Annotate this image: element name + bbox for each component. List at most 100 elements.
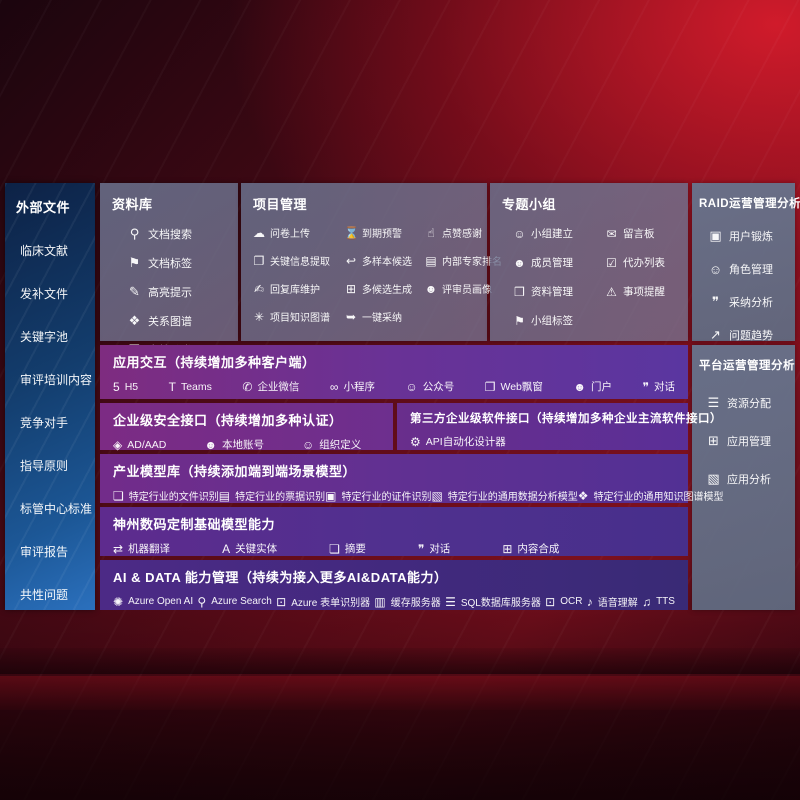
- item-label: 小组建立: [531, 228, 573, 240]
- panel-item: ∞ 小程序: [330, 379, 375, 394]
- user-card-icon: ▣: [709, 228, 722, 243]
- item-label: 关键实体: [235, 543, 278, 555]
- message-board-icon: ✉: [606, 226, 617, 241]
- multi-sample-icon: ↩: [345, 253, 357, 268]
- item-label: 多候选生成: [362, 285, 412, 296]
- panel-item: ❞ 对话: [418, 541, 450, 556]
- raid-analysis-title: RAID运营管理分析: [699, 198, 800, 210]
- item-label: 对话: [653, 381, 675, 393]
- role-manage-icon: ☺: [708, 261, 723, 277]
- panel-item: ↩ 多样本候选: [344, 253, 424, 269]
- sidebar-item-review-reports: 审评报告: [20, 545, 69, 559]
- knowledge-graph-icon: ✳: [253, 309, 265, 324]
- tag-icon: ⚑: [128, 255, 141, 270]
- item-label: 资料管理: [531, 286, 573, 298]
- ad-aad-icon: ◈: [113, 437, 123, 452]
- item-label: 评审员画像: [442, 285, 492, 296]
- group-tag-icon: ⚑: [514, 313, 525, 328]
- panel-item: ☻ 门户: [573, 379, 612, 394]
- panel-item: 5 H5: [113, 380, 138, 394]
- item-label: 特定行业的通用知识图谱模型: [593, 492, 724, 503]
- panel-item: ♪ 语音理解: [587, 594, 638, 610]
- item-label: Azure Open AI: [128, 596, 194, 607]
- item-label: 特定行业的票据识别: [235, 492, 326, 503]
- industry-model-row: 产业模型库（持续添加端到端场景模型） ❏ 特定行业的文件识别 ▤ 特定行业的票据识别…: [100, 454, 724, 504]
- item-label: API自动化设计器: [425, 436, 506, 448]
- item-label: 企业微信: [257, 381, 300, 393]
- search-icon: ⚲: [129, 226, 140, 241]
- panel-item: ☝ 点赞感谢: [424, 225, 502, 241]
- panel-item: ▤ 特定行业的票据识别: [219, 488, 326, 504]
- raid-analysis-panel: RAID运营管理分析 ▣ 用户锻炼 ☺ 角色管理 ❞ 采纳分析 ↗ 问题趋势: [692, 183, 800, 343]
- panel-item: ▧ 应用分析: [705, 471, 795, 487]
- tts-icon: ♫: [642, 594, 652, 609]
- panel-item: ☁ 问卷上传: [252, 225, 344, 241]
- highlight-pen-icon: ✎: [129, 284, 140, 299]
- idcard-recognize-icon: ▣: [325, 488, 337, 503]
- panel-item: ⌛ 到期预警: [344, 225, 424, 241]
- item-label: 角色管理: [729, 264, 773, 276]
- panel-item: ⊡ Azure 表单识别器: [276, 594, 370, 610]
- panel-item: ☑ 代办列表: [604, 255, 688, 270]
- base-model-title: 神州数码定制基础模型能力: [113, 517, 276, 532]
- base-model-row: 神州数码定制基础模型能力 ⇄ 机器翻译 A 关键实体 ❏ 摘要 ❞ 对话 ⊞ 内容合成: [100, 507, 688, 556]
- panel-item: ☺ 小组建立: [512, 226, 604, 241]
- item-label: TTS: [656, 596, 675, 607]
- panel-item: ☻ 本地账号: [204, 437, 264, 452]
- chat-icon: ❞: [417, 541, 425, 556]
- panel-item: ⚠ 事项提醒: [604, 284, 688, 299]
- trend-chart-icon: ↗: [710, 327, 721, 342]
- sidebar-item-competitors: 竞争对手: [20, 416, 69, 430]
- panel-item: ▣ 用户锻炼: [707, 228, 795, 244]
- one-click-adopt-icon: ➥: [345, 309, 357, 324]
- azure-search-icon: ⚲: [197, 594, 207, 609]
- panel-item: ◈ AD/AAD: [113, 438, 166, 452]
- qa-analysis-icon: ❞: [712, 294, 719, 309]
- teams-icon: T: [168, 379, 176, 394]
- panel-item: ⚲ Azure Search: [197, 595, 271, 609]
- item-label: 到期预警: [362, 229, 402, 240]
- sidebar-item-common-issues: 共性问题: [20, 588, 69, 602]
- panel-item: ❐ Web飘窗: [485, 379, 543, 394]
- sidebar-item-review-training: 审评培训内容: [20, 373, 93, 387]
- panel-item: ↗ 问题趋势: [707, 327, 795, 343]
- file-recognize-icon: ❏: [113, 488, 124, 503]
- external-files-panel: 外部文件 临床文献 发补文件 关键字池 审评培训内容 竞争对手 指导原则 标管中…: [5, 183, 95, 610]
- cache-server-icon: ▥: [374, 594, 386, 609]
- item-label: 多样本候选: [362, 257, 412, 268]
- external-files-title: 外部文件: [16, 200, 71, 215]
- summary-icon: ❏: [329, 541, 340, 556]
- panel-item: ❏ 摘要: [329, 541, 366, 556]
- item-label: 事项提醒: [623, 286, 665, 298]
- item-label: 问题趋势: [729, 330, 773, 342]
- item-label: AD/AAD: [127, 438, 167, 451]
- item-label: 应用管理: [727, 436, 771, 448]
- item-label: 关键信息提取: [270, 257, 330, 268]
- platform-analysis-title: 平台运营管理分析: [699, 360, 795, 372]
- translate-icon: ⇄: [113, 541, 124, 556]
- panel-item: ⊡ OCR: [545, 595, 582, 609]
- thirdparty-interface-row: 第三方企业级软件接口（持续增加多种企业主流软件接口） ⚙ API自动化设计器: [397, 403, 722, 450]
- panel-item: ✳ 项目知识图谱: [252, 309, 344, 325]
- dialog-icon: ❞: [642, 379, 649, 394]
- enterprise-security-row: 企业级安全接口（持续增加多种认证） ◈ AD/AAD ☻ 本地账号 ☺ 组织定义: [100, 403, 393, 452]
- item-label: SQL数据库服务器: [460, 598, 541, 609]
- portal-icon: ☻: [573, 379, 587, 394]
- sidebar-item-keyword-pool: 关键字池: [20, 330, 69, 344]
- item-label: 应用分析: [727, 474, 771, 486]
- panel-item: ➥ 一键采纳: [344, 309, 424, 325]
- app-interaction-row: 应用交互（持续增加多种客户端） 5 H5 T Teams ✆ 企业微信 ∞ 小程序 ☺ 公…: [100, 345, 688, 399]
- item-label: 一键采纳: [362, 313, 402, 324]
- item-label: 机器翻译: [128, 543, 171, 555]
- topic-group-panel: 专题小组 ☺ 小组建立 ✉ 留言板 ☻ 成员管理 ☑ 代办列表 ❒ 资料管理 ⚠ 事项提醒 …: [490, 183, 688, 341]
- knowledge-graph-model-icon: ❖: [577, 488, 589, 503]
- item-label: 成员管理: [531, 257, 573, 269]
- panel-item: ▥ 缓存服务器: [374, 594, 440, 610]
- desk-shadow: [0, 648, 800, 674]
- sql-server-icon: ☰: [445, 594, 456, 609]
- panel-item: ⊞ 多候选生成: [344, 281, 424, 297]
- data-analysis-model-icon: ▧: [431, 488, 443, 503]
- reviewer-portrait-icon: ☻: [424, 281, 438, 296]
- item-label: 语音理解: [597, 598, 638, 609]
